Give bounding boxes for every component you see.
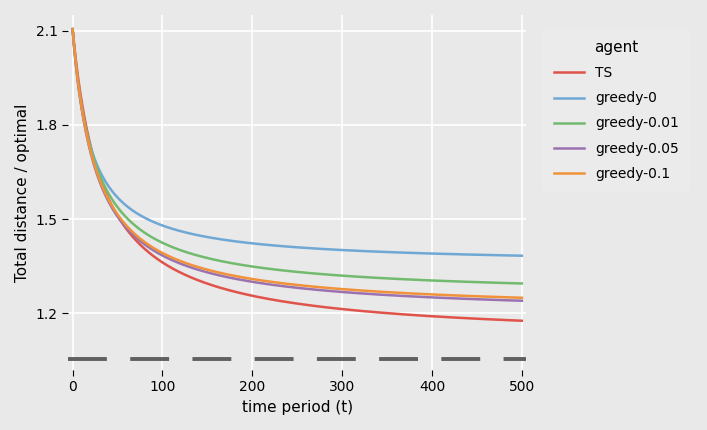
greedy-0.1 — [518, 295, 526, 300]
greedy-0 — [287, 244, 296, 249]
Line: greedy-0.1: greedy-0.1 — [73, 29, 522, 298]
greedy-0.1 — [505, 295, 513, 300]
TS — [505, 318, 513, 323]
greedy-0.01 — [422, 278, 431, 283]
Line: greedy-0.01: greedy-0.01 — [73, 29, 522, 283]
TS — [422, 313, 431, 319]
greedy-0.05 — [505, 298, 513, 303]
greedy-0.1 — [504, 295, 513, 300]
greedy-0.1 — [422, 292, 431, 297]
greedy-0.05 — [287, 285, 296, 290]
greedy-0 — [69, 27, 77, 32]
greedy-0.01 — [505, 280, 513, 286]
greedy-0.1 — [69, 27, 77, 32]
greedy-0.05 — [518, 298, 526, 303]
Line: greedy-0: greedy-0 — [73, 29, 522, 256]
greedy-0.01 — [287, 269, 296, 274]
TS — [504, 318, 513, 323]
greedy-0 — [91, 159, 100, 164]
greedy-0.05 — [275, 283, 284, 288]
greedy-0.01 — [69, 27, 77, 32]
greedy-0.05 — [504, 298, 513, 303]
greedy-0.05 — [422, 295, 431, 300]
TS — [287, 300, 296, 305]
TS — [69, 27, 77, 32]
greedy-0.1 — [275, 280, 284, 286]
Line: greedy-0.05: greedy-0.05 — [73, 29, 522, 301]
TS — [91, 161, 100, 166]
greedy-0 — [275, 243, 284, 249]
Line: TS: TS — [73, 29, 522, 321]
TS — [275, 298, 284, 304]
greedy-0 — [518, 253, 526, 258]
greedy-0.01 — [91, 161, 100, 166]
greedy-0.01 — [504, 280, 513, 286]
greedy-0.1 — [287, 282, 296, 287]
Legend: TS, greedy-0, greedy-0.01, greedy-0.05, greedy-0.1: TS, greedy-0, greedy-0.01, greedy-0.05, … — [542, 29, 690, 192]
greedy-0 — [422, 251, 431, 256]
greedy-0.05 — [69, 27, 77, 32]
greedy-0.1 — [91, 166, 100, 171]
greedy-0 — [504, 253, 513, 258]
X-axis label: time period (t): time period (t) — [242, 400, 353, 415]
greedy-0.05 — [91, 167, 100, 172]
greedy-0.01 — [275, 267, 284, 273]
greedy-0 — [505, 253, 513, 258]
TS — [518, 318, 526, 323]
greedy-0.01 — [518, 281, 526, 286]
Y-axis label: Total distance / optimal: Total distance / optimal — [15, 103, 30, 282]
